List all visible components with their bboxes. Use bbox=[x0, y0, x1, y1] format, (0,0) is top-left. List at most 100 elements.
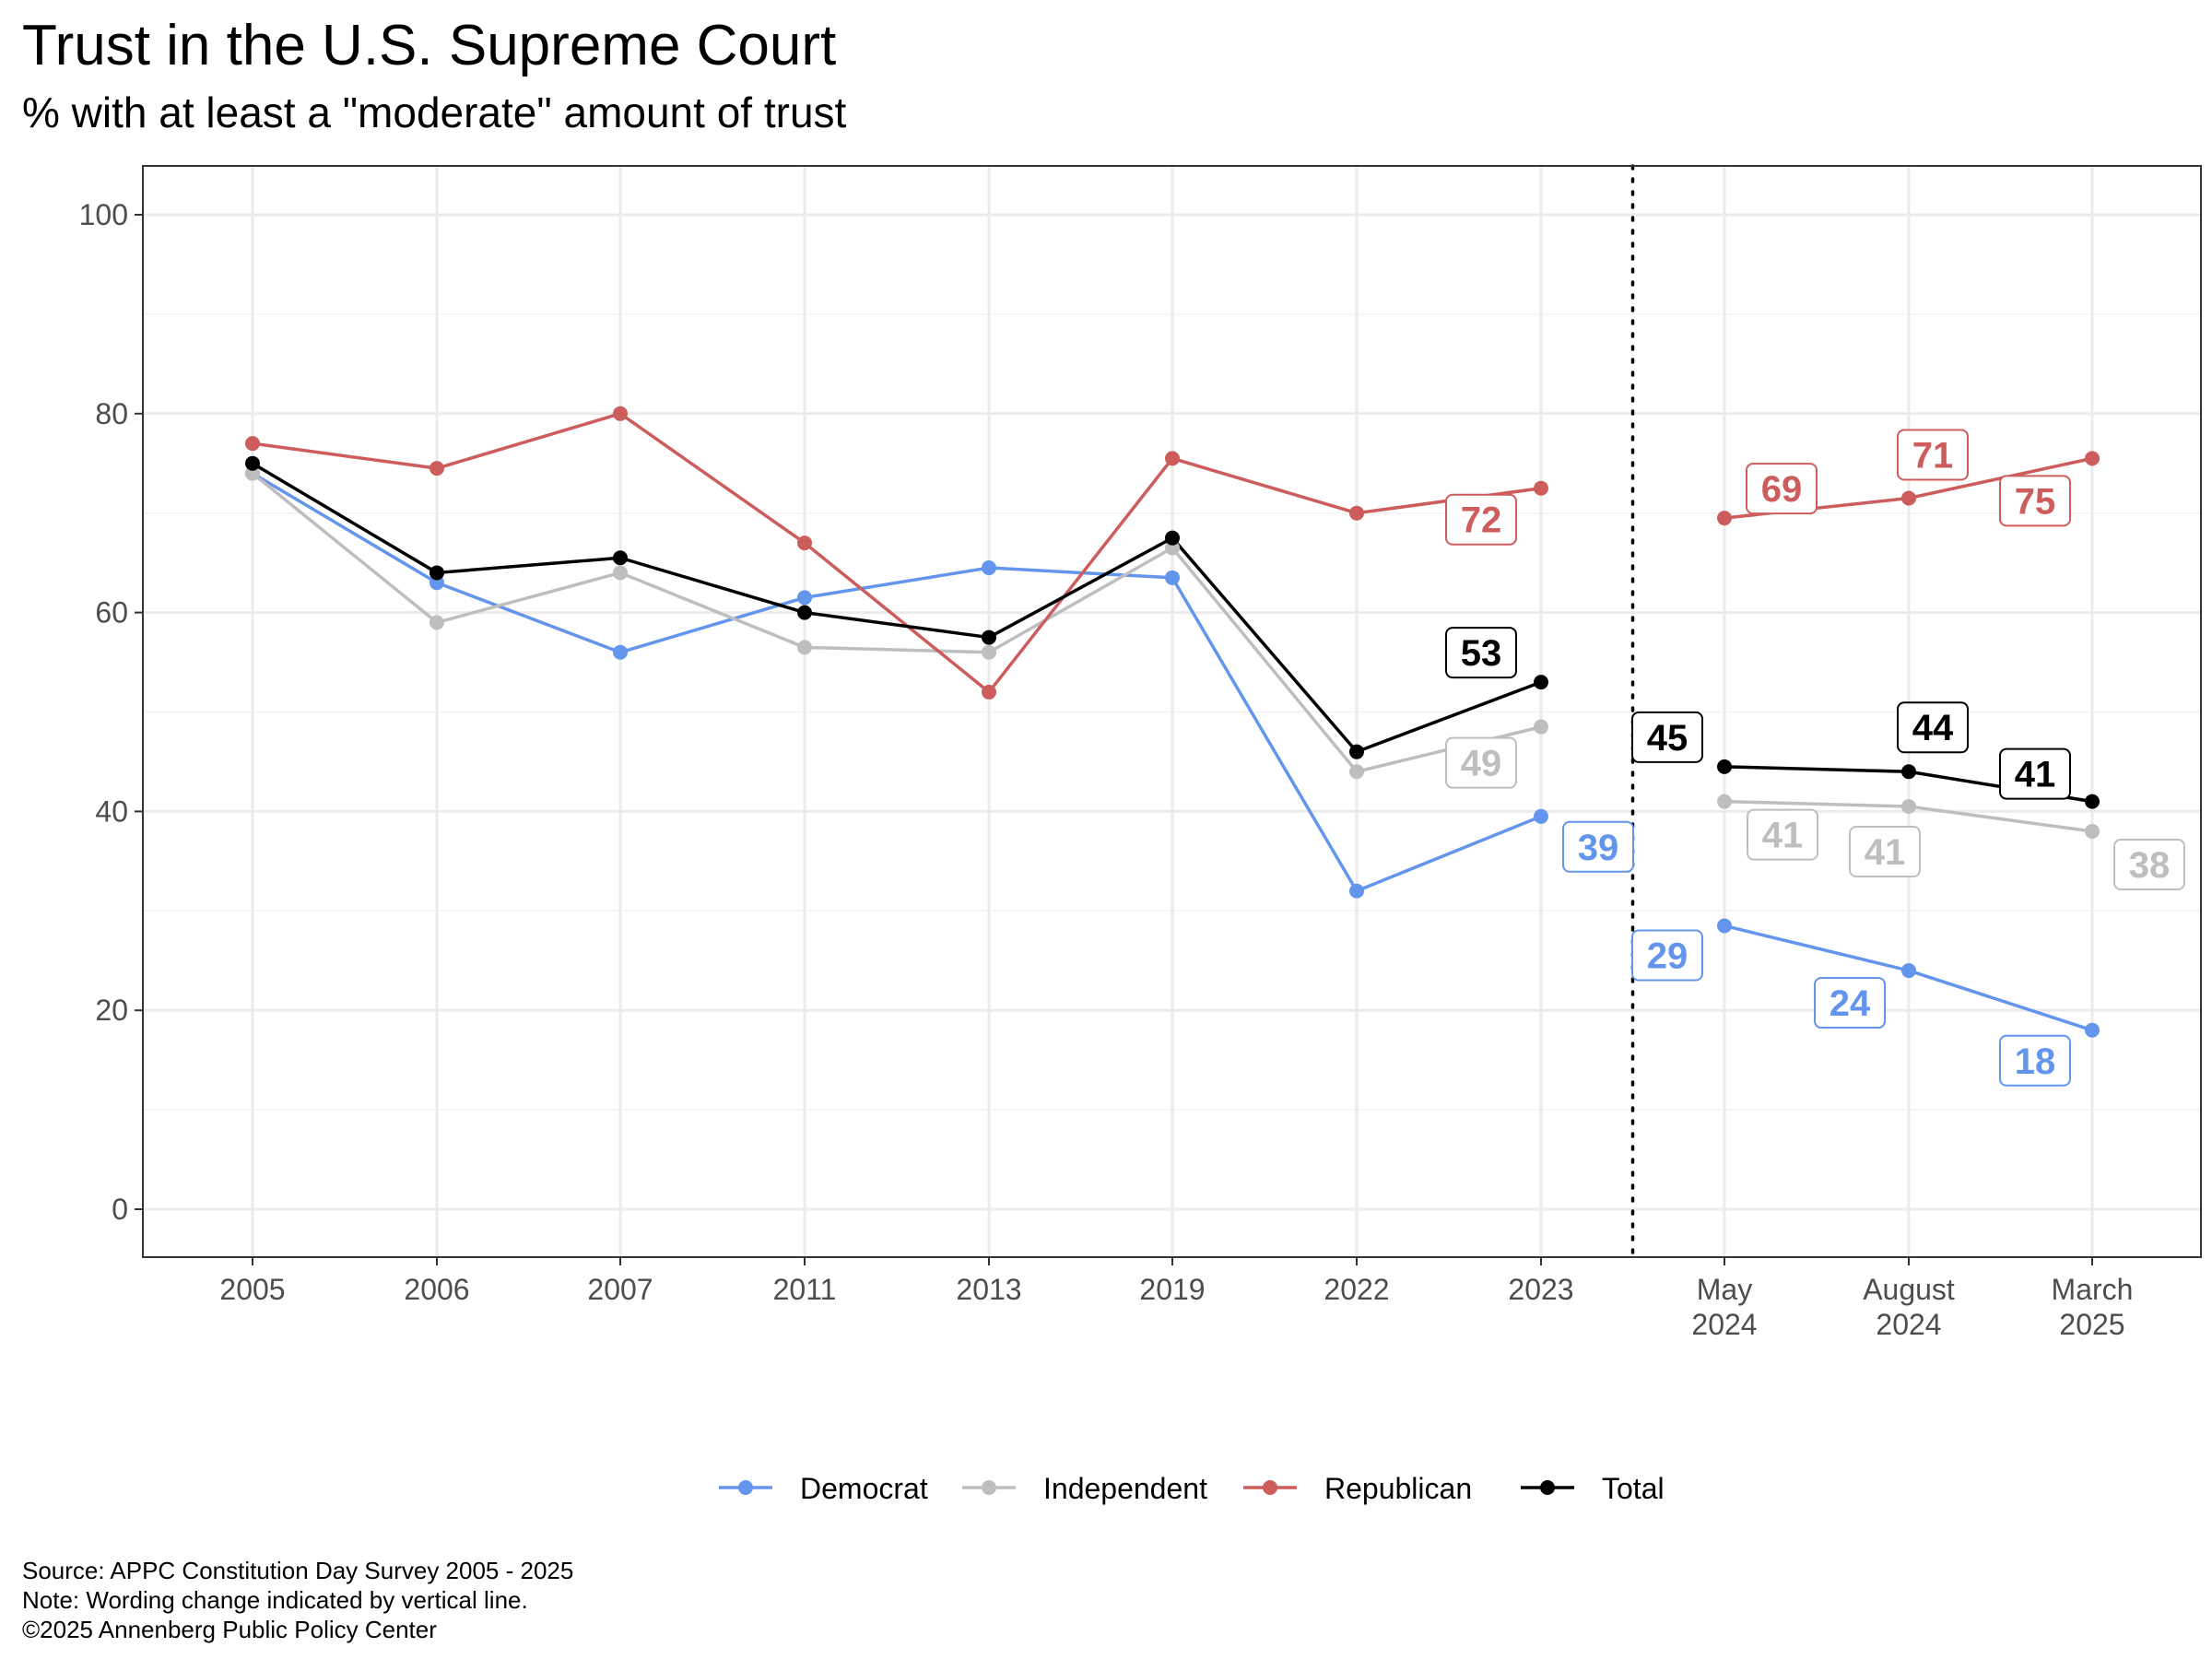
label-box bbox=[1445, 493, 1517, 546]
total-value-label: 41 bbox=[1999, 747, 2071, 800]
label-box bbox=[1897, 701, 1969, 754]
total-point bbox=[429, 565, 444, 581]
y-tick-label: 40 bbox=[95, 794, 128, 828]
legend-item-republican: Republican bbox=[1243, 1472, 1472, 1505]
republican-point bbox=[613, 406, 628, 421]
y-tick-label: 100 bbox=[79, 198, 128, 231]
independent-point bbox=[982, 644, 996, 660]
label-text: 45 bbox=[1647, 718, 1688, 759]
democrat-point bbox=[1717, 918, 1732, 934]
legend-label: Republican bbox=[1324, 1472, 1472, 1505]
democrat-point bbox=[1349, 883, 1364, 899]
democrat-value-label: 39 bbox=[1562, 820, 1634, 873]
democrat-point bbox=[2085, 1022, 2100, 1038]
line-chart: 72 53 49 39 69 45 41 29 71 44 41 24 75 41 38 18 0 20 40 60… bbox=[79, 164, 2202, 1505]
legend-label: Independent bbox=[1043, 1472, 1207, 1505]
legend-marker bbox=[1540, 1480, 1555, 1495]
total-point bbox=[1165, 530, 1180, 546]
label-text: 44 bbox=[1912, 708, 1954, 748]
independent-value-label: 38 bbox=[2113, 838, 2185, 890]
legend-marker bbox=[738, 1480, 753, 1495]
label-box bbox=[1999, 1034, 2071, 1087]
legend-item-democrat: Democrat bbox=[719, 1472, 928, 1505]
total-point bbox=[1534, 675, 1548, 690]
democrat-point bbox=[1901, 963, 1916, 979]
republican-point bbox=[429, 461, 444, 477]
republican-point bbox=[1901, 490, 1916, 506]
republican-point bbox=[1717, 511, 1732, 526]
label-text: 24 bbox=[1830, 983, 1871, 1024]
x-tick-label: May 2024 bbox=[1691, 1273, 1757, 1341]
x-tick-label: 2023 bbox=[1508, 1273, 1573, 1306]
label-text: 29 bbox=[1647, 935, 1688, 976]
republican-point bbox=[797, 535, 812, 551]
label-box bbox=[1445, 627, 1517, 679]
total-value-label: 53 bbox=[1445, 627, 1517, 679]
total-point bbox=[797, 605, 812, 620]
label-box bbox=[1746, 463, 1818, 515]
legend-marker bbox=[982, 1480, 996, 1495]
total-value-label: 45 bbox=[1631, 711, 1703, 763]
label-box bbox=[1849, 826, 1921, 878]
republican-value-label: 72 bbox=[1445, 493, 1517, 546]
total-point bbox=[1349, 744, 1364, 759]
total-point bbox=[1901, 764, 1916, 780]
label-text: 39 bbox=[1578, 828, 1619, 868]
label-box bbox=[1631, 929, 1703, 982]
label-text: 18 bbox=[2015, 1041, 2056, 1082]
data-points bbox=[245, 406, 2100, 1038]
x-tick-label: 2022 bbox=[1324, 1273, 1389, 1306]
republican-value-label: 75 bbox=[1999, 475, 2071, 527]
republican-value-label: 71 bbox=[1897, 429, 1969, 481]
independent-point bbox=[429, 615, 444, 630]
label-box bbox=[1999, 747, 2071, 800]
y-tick-label: 0 bbox=[112, 1193, 128, 1226]
x-tick-label: March 2025 bbox=[2052, 1273, 2134, 1341]
label-text: 69 bbox=[1761, 469, 1803, 510]
legend-item-independent: Independent bbox=[962, 1472, 1207, 1505]
label-text: 53 bbox=[1461, 633, 1502, 674]
label-box bbox=[1631, 711, 1703, 763]
republican-point bbox=[1534, 480, 1548, 496]
democrat-value-label: 18 bbox=[1999, 1034, 2071, 1087]
label-text: 38 bbox=[2129, 845, 2171, 886]
chart-title: Trust in the U.S. Supreme Court bbox=[22, 14, 837, 77]
republican-point bbox=[1165, 451, 1180, 466]
total-point bbox=[245, 455, 260, 471]
label-text: 41 bbox=[2015, 755, 2056, 795]
y-tick-label: 80 bbox=[95, 397, 128, 430]
x-tick-label: 2005 bbox=[219, 1273, 285, 1306]
republican-point bbox=[2085, 451, 2100, 466]
total-value-label: 44 bbox=[1897, 701, 1969, 754]
x-tick-label: 2011 bbox=[773, 1273, 837, 1306]
democrat-value-label: 29 bbox=[1631, 929, 1703, 982]
republican-point bbox=[245, 436, 260, 452]
legend-marker bbox=[1263, 1480, 1277, 1495]
legend-label: Democrat bbox=[800, 1472, 928, 1505]
independent-value-label: 41 bbox=[1849, 826, 1921, 878]
republican-point bbox=[1349, 505, 1364, 521]
y-tick-label: 20 bbox=[95, 994, 128, 1027]
democrat-line-before bbox=[252, 472, 1542, 893]
independent-point bbox=[797, 640, 812, 655]
legend: Democrat Independent Republican Total bbox=[719, 1472, 1665, 1505]
legend-label: Total bbox=[1602, 1472, 1665, 1505]
label-box bbox=[1445, 736, 1517, 789]
x-tick-label: 2019 bbox=[1139, 1273, 1205, 1306]
label-text: 71 bbox=[1912, 436, 1954, 477]
source-note: Source: APPC Constitution Day Survey 200… bbox=[22, 1557, 574, 1584]
y-tick-label: 60 bbox=[95, 596, 128, 629]
democrat-point bbox=[1165, 570, 1180, 585]
label-text: 41 bbox=[1762, 816, 1804, 856]
independent-value-label: 49 bbox=[1445, 736, 1517, 789]
independent-line-before bbox=[251, 472, 1542, 773]
x-tick-label: 2007 bbox=[587, 1273, 653, 1306]
republican-value-label: 69 bbox=[1746, 463, 1818, 515]
x-tick-label: August 2024 bbox=[1863, 1273, 1955, 1341]
independent-value-label: 41 bbox=[1747, 808, 1818, 861]
x-tick-label: 2013 bbox=[956, 1273, 1021, 1306]
republican-point bbox=[982, 684, 996, 700]
independent-point bbox=[1534, 719, 1548, 735]
label-box bbox=[1562, 820, 1634, 873]
independent-point bbox=[2085, 823, 2100, 839]
